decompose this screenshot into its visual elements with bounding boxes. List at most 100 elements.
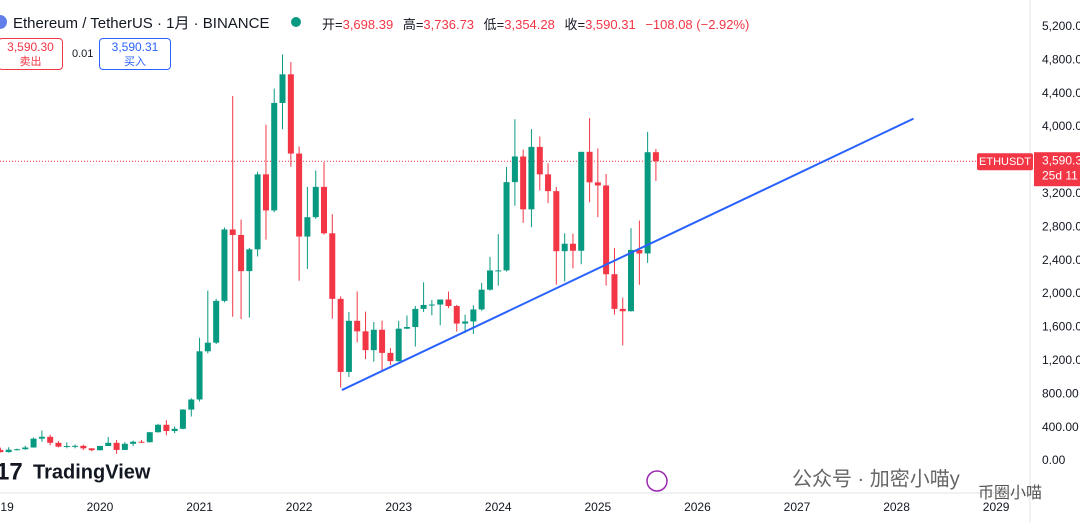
candle bbox=[395, 320, 402, 362]
candle-body bbox=[520, 156, 527, 210]
candle-body bbox=[553, 191, 560, 252]
sell-label: 卖出 bbox=[19, 56, 42, 68]
candle bbox=[0, 447, 4, 453]
candle-body bbox=[5, 449, 12, 453]
candle bbox=[611, 248, 618, 315]
candle bbox=[478, 282, 485, 311]
candle bbox=[603, 174, 610, 286]
candle bbox=[403, 315, 410, 330]
candle bbox=[304, 186, 311, 269]
x-tick-label: 2029 bbox=[983, 500, 1010, 514]
watermark-logo: 17 bbox=[0, 458, 23, 485]
candle-body bbox=[254, 174, 261, 250]
candle-body bbox=[304, 217, 311, 237]
x-tick-label: 2021 bbox=[186, 500, 213, 514]
account-text: 公众号 · 加密小喵y bbox=[792, 467, 960, 490]
candle bbox=[72, 444, 79, 449]
candle bbox=[487, 256, 494, 291]
candle-body bbox=[345, 320, 352, 372]
candle bbox=[594, 148, 601, 218]
candle bbox=[553, 186, 560, 285]
price-tag-label: 3,590.3 bbox=[1042, 153, 1080, 167]
candle-body bbox=[55, 442, 62, 447]
x-tick-label: 2024 bbox=[485, 500, 512, 514]
candle bbox=[138, 439, 145, 443]
ohlc-key: 低= bbox=[483, 17, 505, 32]
candle bbox=[636, 220, 643, 285]
ohlc-legend: 开=3,698.39 高=3,736.73 低=3,354.28 收=3,590… bbox=[322, 14, 755, 33]
candle bbox=[47, 434, 54, 446]
candle-body bbox=[213, 300, 220, 343]
buy-button[interactable]: 3,590.31 买入 bbox=[99, 38, 171, 70]
ohlc-value: 3,698.39 bbox=[342, 17, 394, 32]
candle-body bbox=[329, 233, 336, 299]
candle-body bbox=[561, 243, 568, 252]
candle bbox=[38, 430, 45, 442]
candle bbox=[586, 118, 593, 203]
candle-body bbox=[179, 409, 186, 429]
candle bbox=[470, 305, 477, 335]
change: −108.08 (−2.92%) bbox=[645, 17, 750, 32]
candle bbox=[329, 214, 336, 319]
candle bbox=[287, 62, 294, 167]
candle bbox=[462, 314, 469, 334]
candle-body bbox=[536, 146, 543, 175]
candle bbox=[545, 163, 552, 204]
candle bbox=[321, 162, 328, 235]
candle bbox=[30, 437, 37, 448]
y-tick-label: 1,200.00 bbox=[1042, 353, 1080, 367]
x-tick-label: 2023 bbox=[385, 500, 412, 514]
y-tick-label: 1,600.00 bbox=[1042, 320, 1080, 334]
candle bbox=[428, 300, 435, 316]
candle-body bbox=[578, 151, 585, 251]
candle-body bbox=[403, 326, 410, 329]
candle-body bbox=[72, 445, 79, 447]
status-dot bbox=[291, 17, 302, 27]
candle-body bbox=[63, 445, 70, 447]
buy-price: 3,590.31 bbox=[111, 40, 159, 54]
candle bbox=[520, 149, 527, 223]
candle bbox=[229, 95, 236, 317]
candle-body bbox=[47, 436, 54, 443]
candle bbox=[246, 248, 253, 318]
candle-body bbox=[262, 174, 269, 211]
candle-body bbox=[138, 441, 145, 443]
candle-body bbox=[80, 445, 87, 449]
candle-body bbox=[462, 321, 469, 324]
candle-body bbox=[387, 352, 394, 362]
candle-body bbox=[495, 270, 502, 272]
candle-body bbox=[279, 74, 286, 103]
symbol-title[interactable]: Ethereum / TetherUS · 1月 · BINANCE bbox=[13, 14, 270, 32]
candle-body bbox=[88, 448, 95, 451]
candle bbox=[387, 348, 394, 365]
candle bbox=[561, 233, 568, 282]
symbol-tag-label: ETHUSDT bbox=[979, 156, 1031, 168]
candle bbox=[569, 233, 576, 269]
candle-body bbox=[437, 299, 444, 305]
y-tick-label: 4,800.00 bbox=[1042, 52, 1080, 66]
x-tick-label: 2026 bbox=[684, 500, 711, 514]
candle-body bbox=[337, 298, 344, 372]
x-tick-label: 2019 bbox=[0, 500, 14, 514]
candle-body bbox=[470, 309, 477, 322]
candle-body bbox=[503, 182, 510, 271]
candle-body bbox=[196, 351, 203, 400]
candle-body bbox=[545, 174, 552, 192]
candle-body bbox=[204, 342, 211, 352]
candle bbox=[188, 398, 195, 417]
candle bbox=[437, 299, 444, 326]
sell-button[interactable]: 3,590.30 卖出 bbox=[0, 38, 63, 70]
candle bbox=[80, 444, 87, 451]
y-tick-label: 2,400.00 bbox=[1042, 253, 1080, 267]
ohlc-value: 3,736.73 bbox=[423, 17, 475, 32]
candle bbox=[238, 219, 245, 320]
candle-body bbox=[229, 229, 236, 235]
spread: 0.01 bbox=[72, 48, 94, 60]
candle bbox=[130, 440, 137, 447]
candle bbox=[528, 129, 535, 228]
candle-body bbox=[569, 243, 576, 251]
candle bbox=[495, 234, 502, 286]
candle bbox=[362, 311, 369, 360]
ohlc-value: 3,590.31 bbox=[585, 17, 636, 32]
candle-body bbox=[379, 329, 386, 353]
